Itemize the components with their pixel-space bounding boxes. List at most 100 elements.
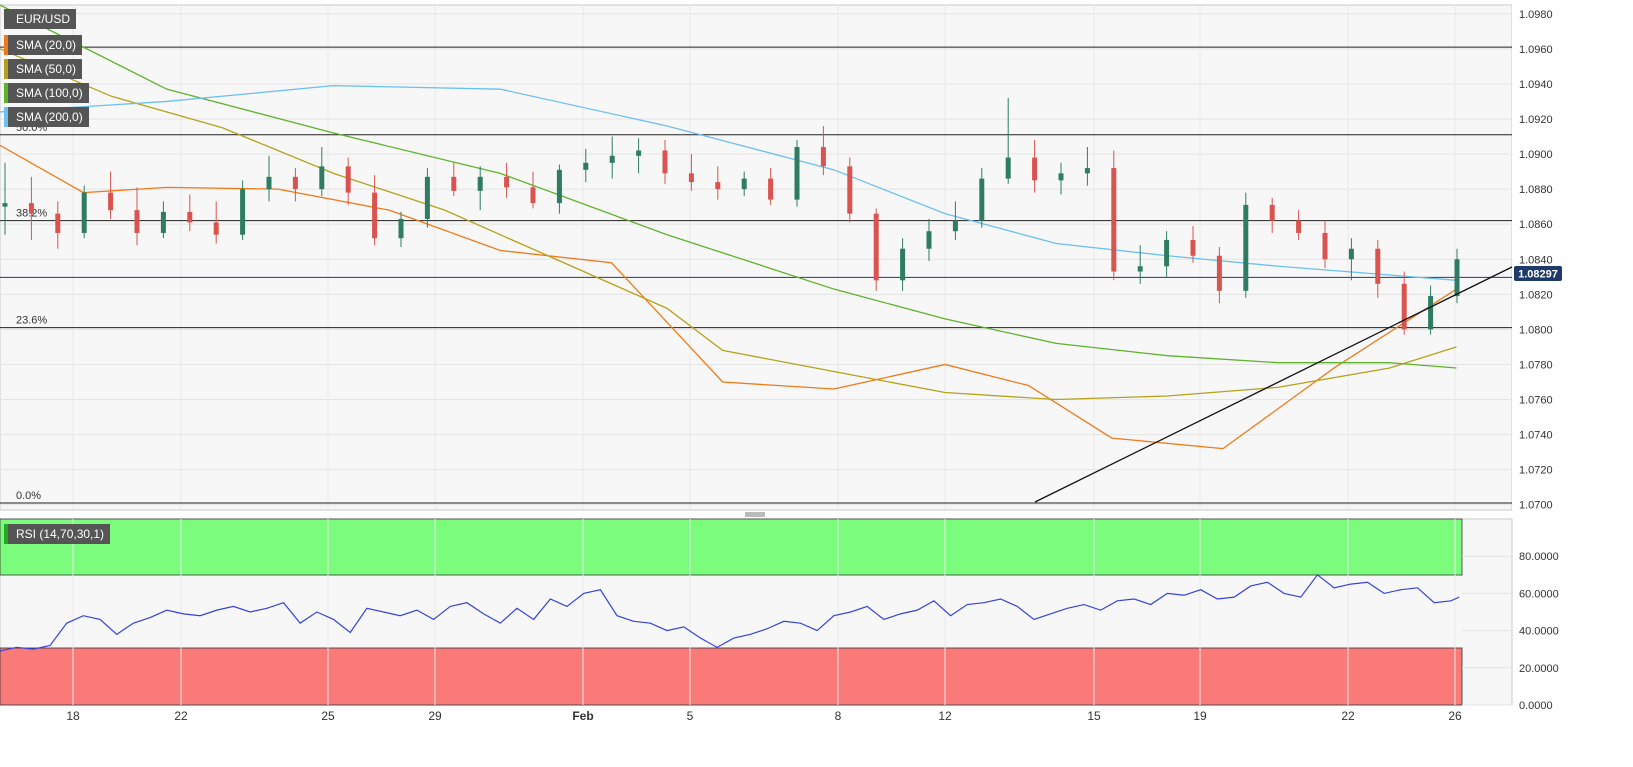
candle-body (81, 192, 87, 233)
candle-body (873, 213, 879, 281)
candle-body (424, 176, 430, 219)
candle-body (1375, 248, 1381, 284)
price-tick-label: 1.0740 (1519, 430, 1553, 442)
candle-body (160, 211, 166, 233)
candle-body (1058, 173, 1064, 181)
legend-list: SMA (20,0) SMA (50,0) SMA (100,0) SMA (200,… (4, 35, 89, 127)
price-axis (1512, 5, 1633, 510)
x-tick-label: Feb (572, 709, 593, 723)
candle-body (768, 178, 774, 200)
candle-body (1084, 168, 1090, 174)
sma-line (0, 85, 1457, 281)
rsi-tick-label: 80.0000 (1519, 551, 1559, 563)
candle-body (134, 210, 140, 233)
candle-body (1216, 255, 1222, 291)
price-tick-label: 1.0980 (1519, 9, 1553, 21)
price-tick-label: 1.0960 (1519, 44, 1553, 56)
legend-item[interactable]: SMA (50,0) (4, 59, 83, 79)
rsi-oversold-zone (0, 647, 1463, 706)
candle-body (187, 211, 193, 223)
rsi-tick-label: 60.0000 (1519, 588, 1559, 600)
candle-body (108, 192, 114, 211)
x-tick-label: 26 (1448, 709, 1462, 723)
candle-body (1111, 168, 1117, 272)
price-tick-label: 1.0900 (1519, 149, 1553, 161)
price-tick-label: 1.0860 (1519, 219, 1553, 231)
rsi-legend[interactable]: RSI (14,70,30,1) (4, 524, 111, 544)
candle-body (530, 187, 536, 204)
sma-line (0, 4, 1457, 369)
candle-body (292, 176, 298, 190)
candle-body (926, 231, 932, 249)
x-tick-label: 19 (1193, 709, 1207, 723)
candle-body (477, 176, 483, 191)
candle-body (1032, 157, 1038, 181)
candle-body (28, 203, 34, 214)
sma-line (0, 144, 1457, 450)
x-tick-label: 22 (1341, 709, 1355, 723)
legend-item[interactable]: SMA (20,0) (4, 35, 83, 55)
candle-body (1190, 239, 1196, 256)
rsi-line (0, 573, 1460, 652)
price-tick-label: 1.0920 (1519, 114, 1553, 126)
candle-body (979, 178, 985, 221)
candle-body (636, 150, 642, 156)
candle-body (662, 150, 668, 174)
candle-body (688, 173, 694, 183)
rsi-tick-label: 40.0000 (1519, 626, 1559, 638)
x-tick-label: 22 (174, 709, 188, 723)
candle-body (372, 192, 378, 239)
candle-body (1322, 232, 1328, 260)
rsi-overbought-zone (0, 518, 1463, 576)
x-tick-label: 12 (938, 709, 952, 723)
candle-body (1243, 204, 1249, 291)
price-tick-label: 1.0780 (1519, 359, 1553, 371)
price-tick-label: 1.0840 (1519, 254, 1553, 266)
candle-body (451, 176, 457, 191)
candle-body (1164, 239, 1170, 267)
candle-body (1296, 220, 1302, 233)
x-tick-label: 25 (321, 709, 335, 723)
candle-body (1269, 204, 1275, 221)
candle-body (847, 166, 853, 214)
candle-body (1137, 266, 1143, 272)
candle-body (1348, 248, 1354, 260)
sma-line (0, 48, 1457, 401)
price-tick-label: 1.0760 (1519, 395, 1553, 407)
price-tick-label: 1.0820 (1519, 289, 1553, 301)
price-tick-label: 1.0700 (1519, 500, 1553, 512)
candle-body (213, 222, 219, 235)
fib-level-label: 0.0% (16, 490, 41, 502)
support-trendline (1034, 266, 1513, 503)
candle-body (266, 176, 272, 190)
candle-body (398, 218, 404, 239)
price-pane[interactable] (0, 4, 1513, 511)
rsi-tick-label: 20.0000 (1519, 663, 1559, 675)
price-tick-label: 1.0720 (1519, 465, 1553, 477)
candle-body (900, 248, 906, 281)
legend-symbol[interactable]: EUR/USD (4, 9, 77, 29)
candle-body (794, 147, 800, 200)
legend: EUR/USD (4, 9, 77, 29)
x-tick-label: 18 (66, 709, 80, 723)
x-tick-label: 5 (687, 709, 694, 723)
legend-item[interactable]: SMA (100,0) (4, 83, 89, 103)
pane-splitter-handle[interactable] (745, 512, 765, 517)
legend-item[interactable]: SMA (200,0) (4, 107, 89, 127)
candle-body (820, 147, 826, 167)
candle-body (609, 155, 615, 163)
rsi-tick-label: 0.0000 (1519, 700, 1553, 712)
price-tick-label: 1.0800 (1519, 324, 1553, 336)
candle-body (1401, 283, 1407, 330)
candle-body (715, 182, 721, 190)
price-tick-label: 1.0940 (1519, 79, 1553, 91)
current-price-marker (1514, 266, 1562, 281)
x-tick-label: 8 (835, 709, 842, 723)
candle-body (1428, 296, 1434, 330)
candle-body (319, 166, 325, 190)
fib-level-label: 23.6% (16, 315, 47, 327)
candle-body (1454, 259, 1460, 297)
candle-body (345, 166, 351, 193)
